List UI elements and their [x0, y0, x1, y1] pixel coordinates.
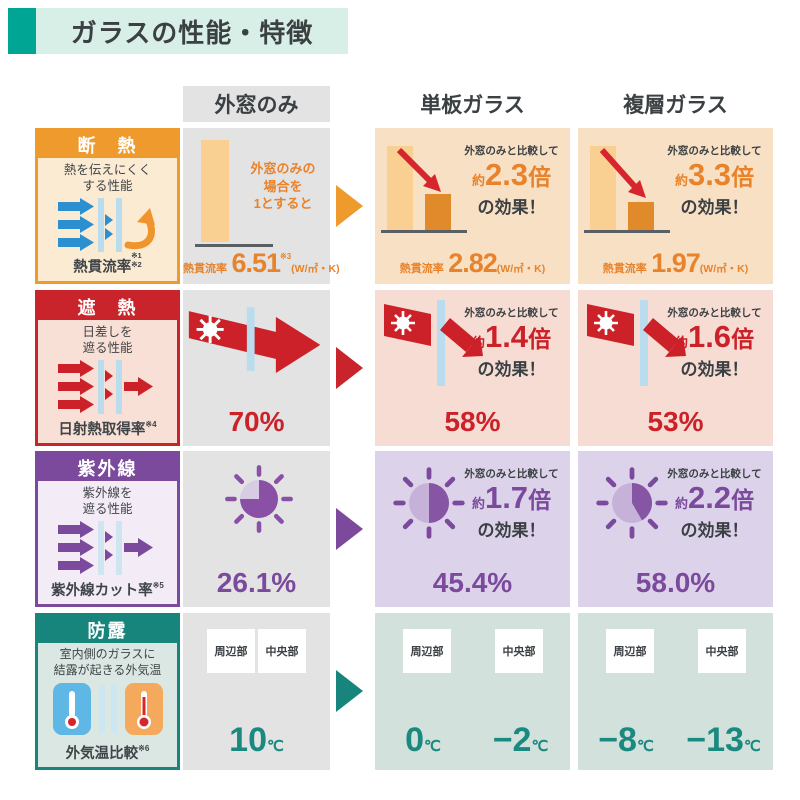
cell-shading-double: 外窓のみと比較して 約1.6倍 の効果！ 53% — [578, 290, 773, 446]
cell-insulation-baseline: 外窓のみの 場合を 1とすると 熱貫流率 6.51※3(W/㎡・K) — [183, 128, 340, 284]
cell-condensation-single: 周辺部 中央部 0℃ −2℃ — [375, 613, 570, 770]
row-label-condensation: 防露 室内側のガラスに 結露が起きる外気温 外気温比較※6 — [35, 613, 180, 770]
baseline-bar — [201, 140, 229, 242]
cell-insulation-double: 外窓のみと比較して 約3.3倍 の効果！ 熱貫流率 1.97(W/㎡・K) — [578, 128, 773, 284]
heat-insulation-icon — [57, 197, 155, 252]
row-header-condensation: 防露 — [38, 616, 177, 643]
row-label-insulation: 断 熱 熱を伝えにくく する性能 熱貫流率※1 ※2 — [35, 128, 180, 284]
arrow-right-shading — [336, 347, 363, 389]
page-title: ガラスの性能・特徴 — [36, 8, 348, 54]
row-metric-shading: 日射熱取得率※4 — [58, 420, 157, 438]
metric-value-double: 熱貫流率 1.97(W/㎡・K) — [602, 248, 749, 278]
value-uv-single: 45.4% — [432, 567, 513, 598]
cell-condensation-baseline: 周辺部 中央部 10℃ — [183, 613, 330, 770]
title-bar: ガラスの性能・特徴 — [8, 8, 348, 54]
axis-line — [195, 244, 273, 247]
row-metric-uv: 紫外線カット率※5 — [51, 581, 164, 599]
value-shading-single: 58% — [444, 406, 501, 437]
row-header-shading: 遮 熱 — [38, 293, 177, 320]
cell-shading-baseline: 70% — [183, 290, 330, 446]
value-uv-double: 58.0% — [635, 567, 716, 598]
comparison-block: 外窓のみと比較して 約3.3倍 の効果！ — [667, 145, 762, 217]
row-metric-condensation: 外気温比較※6 — [65, 744, 150, 762]
temp-double-center: −13℃ — [686, 721, 761, 759]
cell-uv-double: 外窓のみと比較して 約2.2倍 の効果！ 58.0% — [578, 451, 773, 607]
baseline-note: 外窓のみの 場合を 1とすると — [250, 161, 316, 212]
row-desc-uv: 紫外線を 遮る性能 — [82, 486, 133, 517]
row-label-uv: 紫外線 紫外線を 遮る性能 紫外線カット率※5 — [35, 451, 180, 607]
edge-label-box: 周辺部 — [207, 629, 255, 673]
sun-pie-icon — [596, 467, 668, 539]
row-desc-condensation: 室内側のガラスに 結露が起きる外気温 — [53, 647, 162, 677]
sun-arrow-deflect-icon — [384, 300, 483, 386]
edge-label-box: 周辺部 — [606, 629, 654, 673]
value-shading-double: 53% — [647, 406, 704, 437]
sun-arrow-deflect-icon — [587, 300, 686, 386]
row-label-shading: 遮 熱 日差しを 遮る性能 日射熱取得率※4 — [35, 290, 180, 446]
cell-condensation-double: 周辺部 中央部 −8℃ −13℃ — [578, 613, 773, 770]
thermometers-icon — [52, 683, 163, 736]
cell-shading-single: 外窓のみと比較して 約1.4倍 の効果！ 58% — [375, 290, 570, 446]
row-header-insulation: 断 熱 — [38, 131, 177, 158]
temp-double-edge: −8℃ — [598, 721, 654, 759]
value-uv-baseline: 26.1% — [216, 567, 297, 598]
metric-value-baseline: 熱貫流率 6.51※3(W/㎡・K) — [183, 248, 340, 278]
arrow-right-condensation — [336, 670, 363, 712]
bar-chart-decrease-icon — [584, 146, 670, 233]
center-label-box: 中央部 — [495, 629, 543, 673]
center-label-box: 中央部 — [698, 629, 746, 673]
center-label-box: 中央部 — [258, 629, 306, 673]
comparison-block: 外窓のみと比較して 約2.2倍 の効果！ — [667, 468, 762, 540]
title-accent-block — [8, 8, 36, 54]
arrow-right-insulation — [336, 185, 363, 227]
temp-baseline: 10℃ — [229, 721, 284, 759]
metric-value-single: 熱貫流率 2.82(W/㎡・K) — [399, 248, 546, 278]
comparison-block: 外窓のみと比較して 約1.7倍 の効果！ — [464, 468, 559, 540]
cell-insulation-single: 外窓のみと比較して 約2.3倍 の効果！ 熱貫流率 2.82(W/㎡・K) — [375, 128, 570, 284]
row-desc-shading: 日差しを 遮る性能 — [82, 325, 133, 356]
cell-uv-baseline: 26.1% — [183, 451, 330, 607]
column-header-double: 複層ガラス — [623, 94, 728, 117]
row-metric-insulation: 熱貫流率※1 ※2 — [73, 251, 142, 276]
sun-pie-icon — [393, 467, 465, 539]
sun-pie-icon — [225, 465, 293, 533]
row-header-uv: 紫外線 — [38, 454, 177, 481]
comparison-block: 外窓のみと比較して 約1.4倍 の効果！ — [464, 307, 559, 379]
sun-arrow-icon — [188, 307, 321, 373]
bar-chart-decrease-icon — [381, 146, 467, 233]
column-header-baseline: 外窓のみ — [183, 86, 330, 122]
column-header-single: 単板ガラス — [420, 94, 525, 117]
edge-label-box: 周辺部 — [403, 629, 451, 673]
arrow-right-uv — [336, 508, 363, 550]
row-desc-insulation: 熱を伝えにくく する性能 — [63, 163, 152, 194]
value-shading-baseline: 70% — [228, 406, 285, 437]
cell-uv-single: 外窓のみと比較して 約1.7倍 の効果！ 45.4% — [375, 451, 570, 607]
temp-single-edge: 0℃ — [405, 721, 441, 759]
comparison-block: 外窓のみと比較して 約2.3倍 の効果！ — [464, 145, 559, 217]
uv-block-icon — [57, 520, 153, 575]
comparison-block: 外窓のみと比較して 約1.6倍 の効果！ — [667, 307, 762, 379]
heat-shading-icon — [57, 359, 153, 414]
temp-single-center: −2℃ — [492, 721, 549, 759]
